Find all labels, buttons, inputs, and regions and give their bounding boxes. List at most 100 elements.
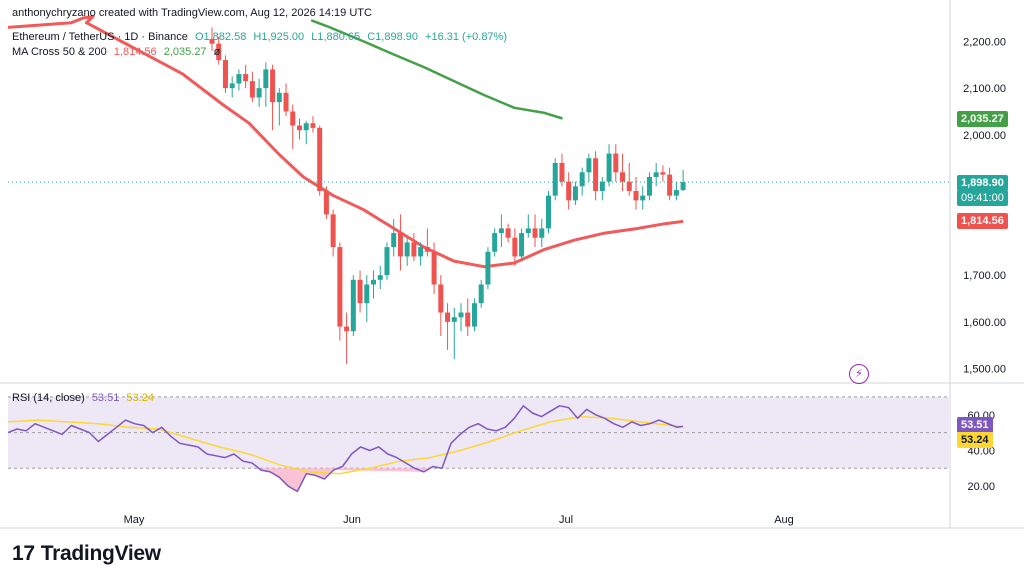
candle-body [330, 214, 336, 248]
candle-body [404, 242, 410, 257]
price-tick-label: 1,500.00 [963, 364, 1006, 376]
candle-body [377, 275, 383, 280]
symbol-legend: Ethereum / TetherUS · 1D · Binance O1,88… [12, 31, 511, 43]
price-tick-label: 2,000.00 [963, 130, 1006, 142]
time-tick-label: Jun [343, 514, 361, 526]
countdown-tag: 09:41:00 [957, 190, 1008, 206]
time-tick-label: May [124, 514, 145, 526]
candle-body [296, 125, 302, 131]
candle-body [438, 284, 444, 313]
candle-body [620, 172, 626, 182]
candle-body [673, 190, 679, 196]
rsi-line [7, 405, 684, 493]
symbol-title: Ethereum / TetherUS · 1D · Binance [12, 31, 188, 43]
candle-body [646, 176, 652, 196]
ma-hidden-icon[interactable]: ø [213, 46, 221, 58]
candle-body [572, 186, 578, 201]
candle-body [445, 312, 451, 322]
ma-legend: MA Cross 50 & 200 1,814.56 2,035.27 ø [12, 46, 224, 58]
candle-body [418, 247, 424, 257]
candle-body [498, 228, 504, 234]
ma50-line [7, 15, 684, 269]
time-tick-label: Jul [559, 514, 573, 526]
candle-body [350, 279, 356, 332]
candle-body [593, 158, 599, 191]
candle-body [640, 195, 646, 201]
rsi-value-tag: 53.51 [957, 417, 993, 433]
rsi-legend-value: 53.51 [91, 392, 120, 404]
candle-body [471, 303, 477, 327]
candle-body [579, 172, 585, 187]
candle-body [546, 195, 551, 229]
candle-body [236, 74, 242, 84]
candle-body [525, 228, 531, 234]
candle-body [249, 81, 255, 98]
candle-body [357, 279, 363, 304]
candle-body [411, 242, 417, 257]
candle-body [209, 39, 215, 44]
candle-body [323, 190, 329, 215]
rsi-ma-legend-value: 53.24 [126, 392, 154, 404]
ma200-price-tag: 2,035.27 [957, 111, 1008, 127]
rsi-legend: RSI (14, close) 53.51 53.24 [12, 392, 158, 404]
brand-name: TradingView [40, 542, 161, 565]
rsi-tick-label: 40.00 [967, 445, 995, 457]
candle-body [680, 182, 686, 191]
candle-body [532, 228, 538, 238]
candle-body [492, 233, 498, 252]
candle-body [384, 247, 390, 276]
candle-body [465, 312, 471, 327]
candle-body [451, 317, 457, 322]
candle-body [505, 228, 511, 238]
last-price-tag: 1,898.90 [957, 175, 1008, 191]
candle-body [485, 251, 491, 285]
candle-body [344, 326, 350, 332]
ohlc-high: H1,925.00 [253, 31, 305, 43]
candle-body [222, 60, 228, 89]
price-tick-label: 1,600.00 [963, 317, 1006, 329]
tradingview-logo-icon: 17 [12, 542, 35, 565]
candle-body [667, 174, 673, 196]
candle-body [263, 69, 269, 89]
rsi-ma-line [7, 415, 684, 475]
candle-body [303, 123, 309, 131]
candle-body [364, 284, 370, 304]
chart-credit: anthonychryzano created with TradingView… [12, 7, 372, 19]
rsi-oversold-fill [256, 468, 429, 492]
candle-body [653, 172, 659, 177]
rsi-ma-value-tag: 53.24 [957, 432, 993, 448]
candle-body [317, 127, 323, 191]
ma50-price-tag: 1,814.56 [957, 213, 1008, 229]
rsi-label: RSI (14, close) [12, 392, 85, 404]
candle-body [626, 181, 632, 191]
candle-body [552, 162, 558, 196]
candle-body [243, 74, 249, 82]
time-tick-label: Aug [774, 514, 794, 526]
ma-label: MA Cross 50 & 200 [12, 46, 107, 58]
candle-body [478, 284, 484, 304]
candle-body [512, 237, 518, 257]
ma200-legend-value: 2,035.27 [163, 46, 207, 58]
price-tick-label: 1,700.00 [963, 270, 1006, 282]
tradingview-brand: 17 TradingView [12, 542, 161, 566]
candle-body [519, 233, 525, 257]
ohlc-open: O1,882.58 [194, 31, 247, 43]
price-tick-label: 2,200.00 [963, 36, 1006, 48]
lightning-icon[interactable]: ⚡ [849, 364, 869, 384]
candle-body [633, 190, 639, 201]
candle-body [660, 172, 666, 175]
candle-body [424, 247, 430, 252]
candle-body [270, 69, 276, 103]
candle-body [431, 251, 437, 285]
candle-body [337, 247, 343, 327]
candle-body [371, 279, 377, 285]
candle-body [566, 181, 572, 201]
candle-body [283, 92, 289, 112]
candle-body [290, 111, 296, 126]
price-tick-label: 2,100.00 [963, 83, 1006, 95]
ohlc-change: +16.31 (+0.87%) [425, 31, 507, 43]
candle-body [276, 92, 282, 103]
rsi-tick-label: 20.00 [967, 481, 995, 493]
candle-body [216, 43, 222, 61]
